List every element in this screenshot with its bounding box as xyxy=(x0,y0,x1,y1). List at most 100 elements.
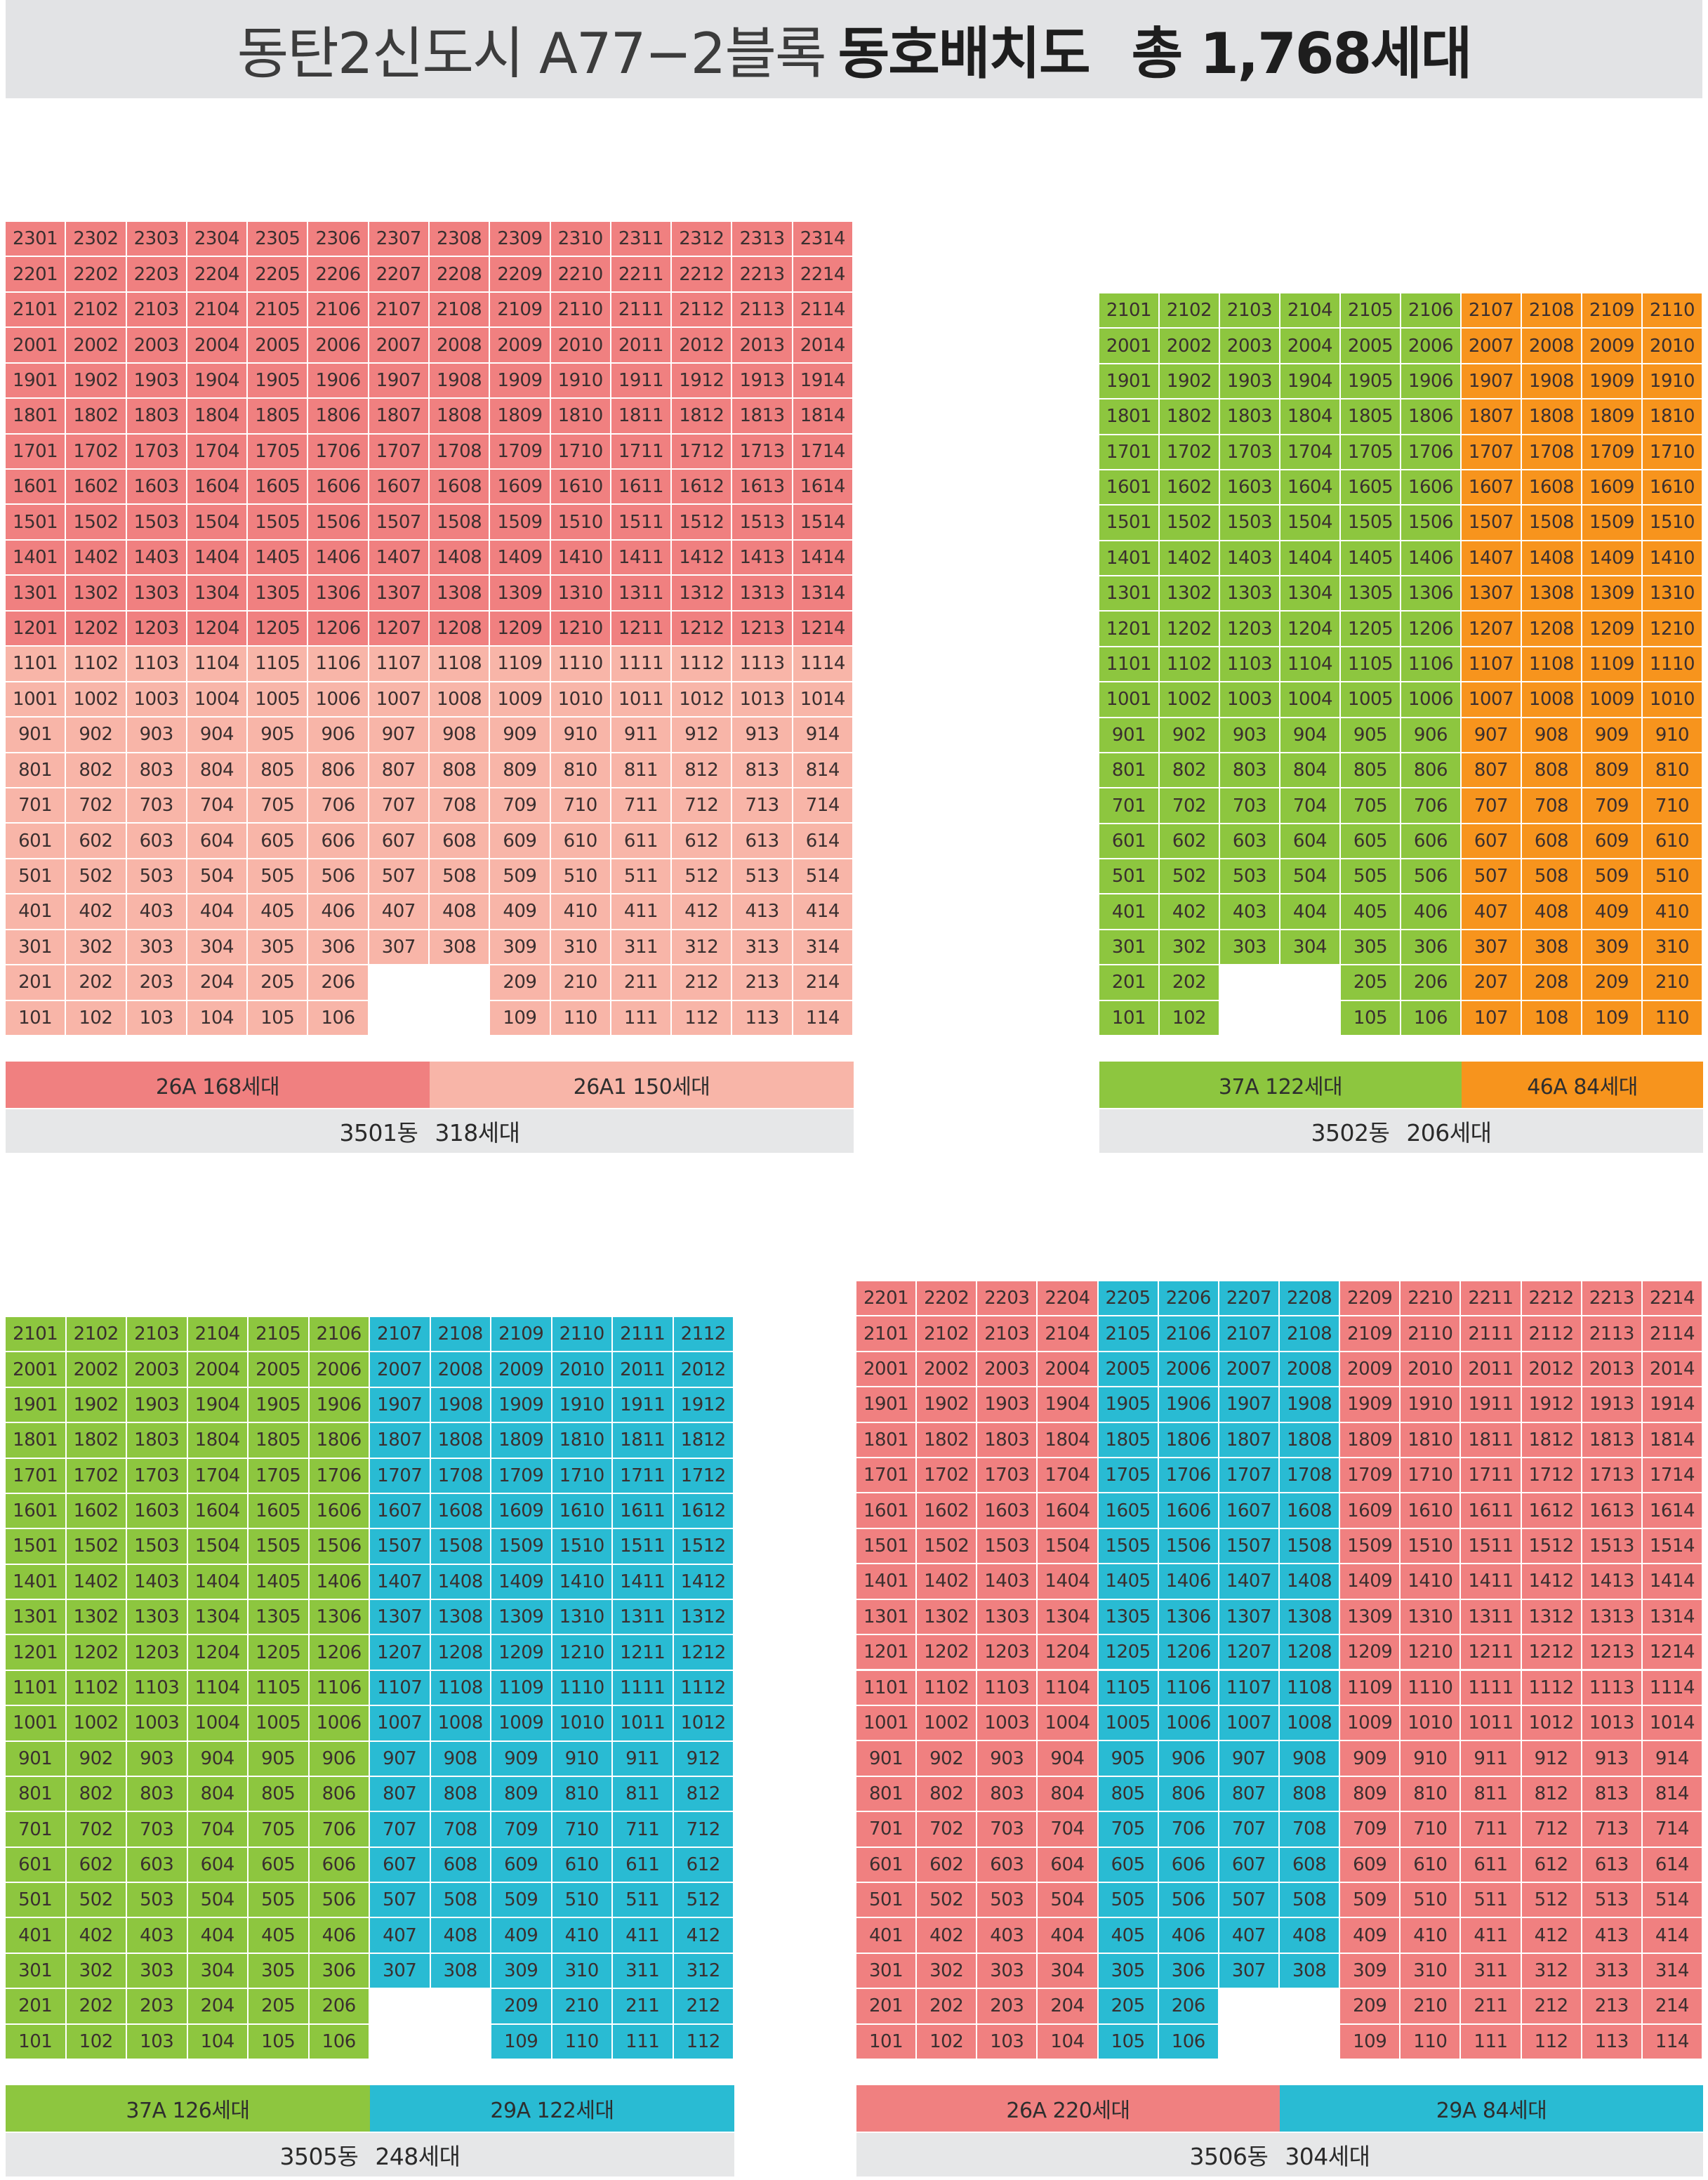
unit-3506-1813: 1813 xyxy=(1582,1422,1643,1459)
unit-3502-1306: 1306 xyxy=(1401,576,1462,612)
unit-3505-412: 412 xyxy=(673,1918,734,1954)
unit-3506-1212: 1212 xyxy=(1521,1635,1582,1671)
unit-3506-713: 713 xyxy=(1582,1812,1643,1848)
unit-3505-1607: 1607 xyxy=(370,1493,431,1530)
unit-3501-706: 706 xyxy=(308,788,369,824)
total-3505: 3505동 248세대 xyxy=(6,2133,734,2176)
unit-3502-807: 807 xyxy=(1462,753,1522,789)
unit-3506-1405: 1405 xyxy=(1098,1564,1159,1600)
unit-3506-1101: 1101 xyxy=(856,1670,918,1706)
unit-3501-1714: 1714 xyxy=(793,434,854,470)
unit-3506-1506: 1506 xyxy=(1158,1528,1219,1565)
unit-3506-806: 806 xyxy=(1158,1776,1219,1813)
unit-3505-1205: 1205 xyxy=(249,1635,310,1671)
unit-3506-411: 411 xyxy=(1461,1918,1522,1954)
unit-3501-1111: 1111 xyxy=(611,647,673,682)
unit-3506-111: 111 xyxy=(1461,2024,1522,2060)
unit-3502-706: 706 xyxy=(1401,788,1462,824)
unit-3506-1113: 1113 xyxy=(1582,1670,1643,1706)
unit-3501-2312: 2312 xyxy=(672,222,733,258)
unit-3506-309: 309 xyxy=(1340,1953,1401,1990)
unit-3506-2113: 2113 xyxy=(1582,1316,1643,1352)
unit-3506-503: 503 xyxy=(977,1882,1038,1919)
unit-3506-304: 304 xyxy=(1038,1953,1099,1990)
legend-3501-26A1: 26A1 150세대 xyxy=(430,1062,854,1108)
unit-3506-405: 405 xyxy=(1098,1918,1159,1954)
unit-3501-2014: 2014 xyxy=(793,328,854,364)
unit-3502-402: 402 xyxy=(1160,894,1220,930)
unit-3501-508: 508 xyxy=(430,859,491,895)
unit-3501-413: 413 xyxy=(732,894,793,930)
unit-3501-514: 514 xyxy=(793,859,854,895)
unit-3506-1006: 1006 xyxy=(1158,1705,1219,1742)
unit-3502-1305: 1305 xyxy=(1341,576,1401,612)
unit-3502-1601: 1601 xyxy=(1099,470,1160,506)
unit-3505-1510: 1510 xyxy=(552,1529,613,1565)
unit-3501-2008: 2008 xyxy=(430,328,491,364)
unit-3502-302: 302 xyxy=(1160,930,1220,966)
unit-3505-607: 607 xyxy=(370,1847,431,1884)
unit-3502-2005: 2005 xyxy=(1341,329,1401,364)
unit-3501-1814: 1814 xyxy=(793,399,854,435)
unit-3501-1113: 1113 xyxy=(732,647,793,682)
unit-3501-2111: 2111 xyxy=(611,292,673,329)
unit-3505-1808: 1808 xyxy=(430,1423,491,1459)
unit-3502-1401: 1401 xyxy=(1099,541,1160,577)
unit-3505-1104: 1104 xyxy=(187,1670,249,1707)
unit-3501-2206: 2206 xyxy=(308,257,369,293)
unit-3501-1208: 1208 xyxy=(430,611,491,647)
unit-3501-903: 903 xyxy=(126,718,187,753)
unit-3502-1106: 1106 xyxy=(1401,647,1462,683)
unit-3502-1108: 1108 xyxy=(1522,647,1582,683)
unit-3501-605: 605 xyxy=(248,824,309,859)
unit-3506-313: 313 xyxy=(1582,1953,1643,1990)
unit-3506-1614: 1614 xyxy=(1642,1493,1703,1529)
unit-3506-2212: 2212 xyxy=(1521,1281,1582,1317)
unit-3506-1703: 1703 xyxy=(977,1458,1038,1494)
unit-3505-2107: 2107 xyxy=(370,1317,431,1353)
unit-3506-1709: 1709 xyxy=(1340,1458,1401,1494)
unit-3506-209: 209 xyxy=(1340,1989,1401,2025)
unit-3501-1004: 1004 xyxy=(187,682,249,718)
unit-3502-305: 305 xyxy=(1341,930,1401,966)
unit-3501-614: 614 xyxy=(793,824,854,859)
unit-3506-311: 311 xyxy=(1461,1953,1522,1990)
unit-3505-1803: 1803 xyxy=(127,1423,188,1459)
unit-3502-2110: 2110 xyxy=(1643,293,1703,329)
unit-3506-210: 210 xyxy=(1401,1989,1462,2025)
unit-3502-806: 806 xyxy=(1401,753,1462,789)
unit-3506-802: 802 xyxy=(917,1776,978,1813)
unit-3501-213: 213 xyxy=(732,965,793,1001)
unit-3506-1812: 1812 xyxy=(1521,1422,1582,1459)
title-bar: 동탄2신도시 A77−2블록 동호배치도 총 1,768세대 xyxy=(6,0,1702,98)
unit-3502-2106: 2106 xyxy=(1401,293,1462,329)
unit-3505-1608: 1608 xyxy=(430,1493,491,1530)
unit-3506-114: 114 xyxy=(1642,2024,1703,2060)
unit-3502-701: 701 xyxy=(1099,788,1160,824)
unit-3501-1409: 1409 xyxy=(490,540,551,576)
unit-3501-610: 610 xyxy=(550,824,611,859)
unit-3501-112: 112 xyxy=(672,1000,733,1036)
unit-3501-701: 701 xyxy=(6,788,67,824)
unit-3502-2101: 2101 xyxy=(1099,293,1160,329)
unit-3506-1413: 1413 xyxy=(1582,1564,1643,1600)
unit-3502-503: 503 xyxy=(1220,859,1280,895)
unit-3501-511: 511 xyxy=(611,859,673,895)
unit-3502-301: 301 xyxy=(1099,930,1160,966)
unit-3506-811: 811 xyxy=(1461,1776,1522,1813)
unit-3501-1804: 1804 xyxy=(187,399,249,435)
unit-3501-505: 505 xyxy=(248,859,309,895)
unit-3505-804: 804 xyxy=(187,1776,249,1813)
unit-3502-1702: 1702 xyxy=(1160,435,1220,470)
unit-3505-104: 104 xyxy=(187,2024,249,2060)
unit-3505-1407: 1407 xyxy=(370,1564,431,1601)
unit-3501-1212: 1212 xyxy=(672,611,733,647)
unit-3501-1209: 1209 xyxy=(490,611,551,647)
unit-3505-2109: 2109 xyxy=(491,1317,552,1353)
unit-3501-2108: 2108 xyxy=(430,292,491,329)
building-3506-grid: 2201 2202 2203 2204 2205 2206 2207 2208 2209 2210… xyxy=(856,1281,1703,2060)
unit-3502-1902: 1902 xyxy=(1160,364,1220,400)
unit-3502-210: 210 xyxy=(1643,965,1703,1001)
unit-3501-1505: 1505 xyxy=(248,505,309,541)
unit-3505-401: 401 xyxy=(6,1918,67,1954)
